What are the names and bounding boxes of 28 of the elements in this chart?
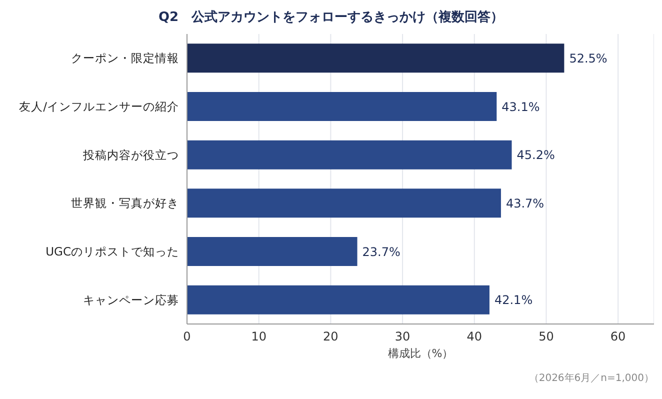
x-tick-label: 0 (183, 330, 191, 344)
y-tick-label: キャンペーン応募 (83, 292, 179, 307)
bar (187, 44, 564, 73)
bar (187, 92, 497, 121)
text: （2026年6月／n=1,000） (528, 372, 654, 385)
x-axis-title: 構成比（%） (386, 346, 454, 361)
data-label: 43.1% (502, 100, 540, 114)
data-label: 42.1% (494, 293, 533, 308)
data-label: 52.5% (569, 51, 608, 66)
x-tick-label: 50 (538, 330, 554, 344)
x-tick-label: 10 (251, 330, 266, 344)
data-label: 23.7% (362, 244, 400, 259)
y-tick-label: 友人/インフルエンサーの紹介 (19, 100, 179, 114)
y-tick-label: 世界観・写真が好き (71, 196, 179, 210)
y-tick-label: 投稿内容が役立つ (82, 148, 179, 162)
chart-title: Q2 公式アカウントをフォローするきっかけ（複数回答） (157, 8, 505, 26)
bar (187, 188, 501, 218)
y-tick-label: UGCのリポストで知った (46, 244, 179, 259)
x-tick-label: 20 (323, 330, 338, 344)
y-tick-label: クーポン・限定情報 (71, 51, 179, 66)
data-label: 45.2% (516, 148, 555, 162)
x-tick-label: 60 (610, 330, 626, 344)
data-label: 43.7% (506, 196, 544, 210)
bar (187, 237, 358, 266)
bar (187, 140, 512, 170)
x-tick-label: 40 (466, 330, 482, 344)
bar (187, 285, 490, 314)
x-tick-label: 30 (394, 330, 410, 344)
